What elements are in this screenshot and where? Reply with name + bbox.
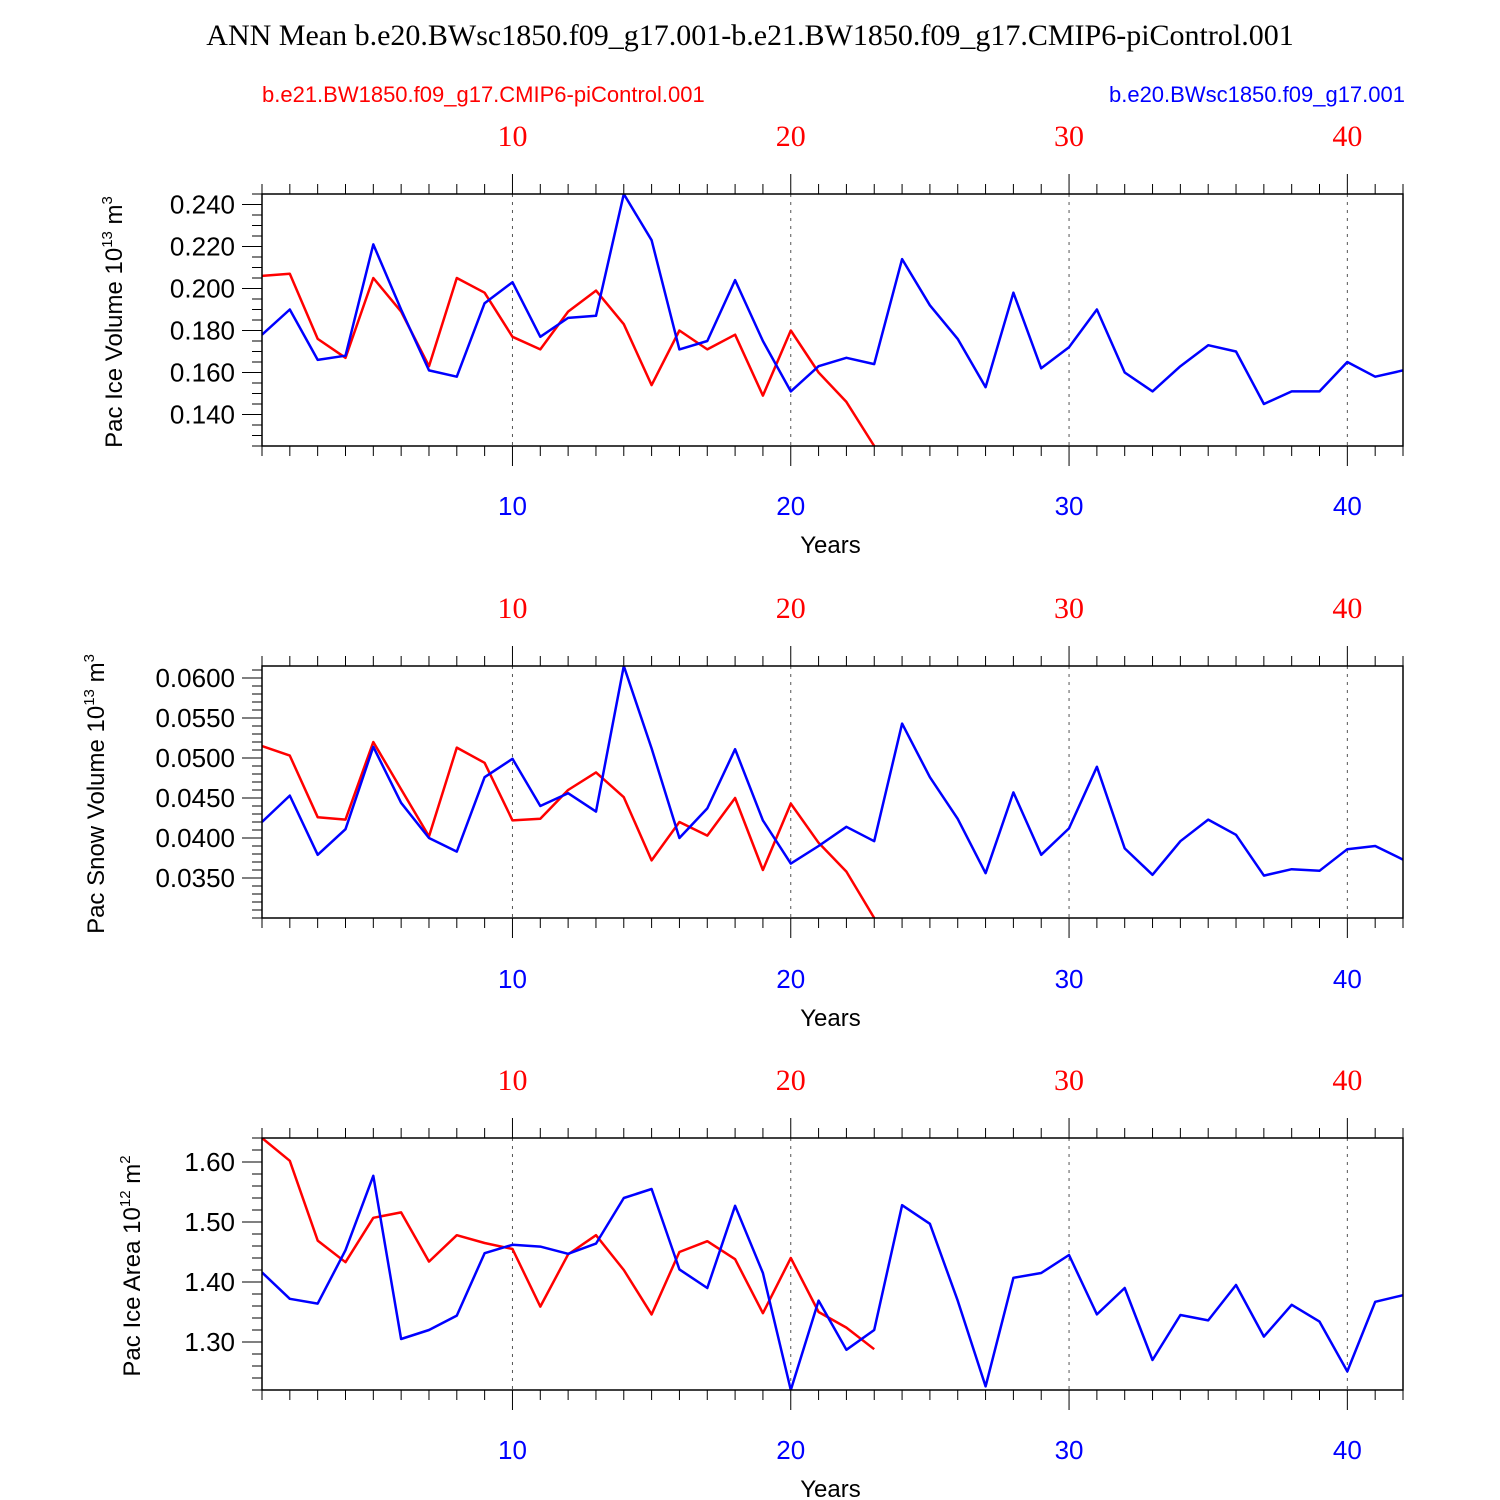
x-tick-label-top: 30	[1054, 120, 1084, 153]
series-line-bwsc1850	[262, 666, 1403, 877]
series-line-picontrol	[262, 740, 876, 918]
series-line-picontrol	[262, 272, 876, 446]
series-line-picontrol	[262, 1138, 875, 1351]
series-line-bwsc1850	[262, 1174, 1403, 1390]
y-tick-label: 0.200	[170, 274, 235, 304]
x-tick-label-top: 10	[497, 120, 527, 153]
y-tick-label: 0.0350	[155, 863, 235, 893]
chart-panel-3: 1.30 1.40 1.50 1.60 10 10 20 20 30 30 40 40 Years Pac…	[117, 1064, 1404, 1500]
x-tick-label-top: 30	[1054, 1064, 1084, 1097]
y-tick-label: 0.0450	[155, 783, 235, 813]
plot-frame	[261, 193, 1404, 447]
y-axis-label-main: Pac Ice Area 10	[119, 1207, 146, 1376]
y-tick-label: 0.0600	[155, 663, 235, 693]
x-tick-label-bottom: 30	[1055, 491, 1084, 521]
x-tick-label-bottom: 10	[498, 491, 527, 521]
x-tick-label-bottom: 40	[1333, 964, 1362, 994]
y-tick-label: 0.240	[170, 190, 235, 220]
x-tick-label-top: 20	[776, 1064, 806, 1097]
y-tick-label: 1.50	[184, 1207, 235, 1237]
x-axis-label: Years	[800, 532, 861, 559]
x-axis-label: Years	[800, 1005, 861, 1032]
x-tick-label-top: 30	[1054, 592, 1084, 625]
y-axis-label-unit: m	[119, 1164, 146, 1191]
x-tick-label-top: 40	[1332, 1064, 1362, 1097]
y-tick-label: 0.0400	[155, 823, 235, 853]
x-tick-label-top: 40	[1332, 120, 1362, 153]
y-axis-label-unit-exponent: 3	[81, 654, 98, 662]
x-tick-label-top: 10	[497, 592, 527, 625]
figure-title: ANN Mean b.e20.BWsc1850.f09_g17.001-b.e2…	[206, 19, 1293, 52]
legend-right-case: b.e20.BWsc1850.f09_g17.001	[1109, 82, 1405, 107]
x-tick-label-bottom: 20	[776, 1435, 805, 1465]
x-tick-label-bottom: 30	[1055, 1435, 1084, 1465]
x-tick-label-bottom: 30	[1055, 964, 1084, 994]
y-axis-label-exponent: 13	[99, 231, 116, 248]
x-tick-label-top: 40	[1332, 592, 1362, 625]
legend-left-case: b.e21.BW1850.f09_g17.CMIP6-piControl.001	[262, 82, 705, 107]
y-axis-label-exponent: 12	[117, 1190, 134, 1207]
y-tick-label: 1.40	[184, 1267, 235, 1297]
y-axis-label-unit: m	[83, 662, 110, 689]
x-tick-label-top: 10	[497, 1064, 527, 1097]
chart-panel-2: 0.0350 0.0400 0.0450 0.0500 0.0550 0.0600 10 10…	[81, 592, 1404, 1032]
y-axis-label-unit-exponent: 3	[99, 196, 116, 204]
y-axis-label: Pac Ice Volume 1013 m3	[99, 196, 128, 448]
x-tick-label-bottom: 10	[498, 964, 527, 994]
y-tick-label: 0.0500	[155, 743, 235, 773]
y-axis-label-unit-exponent: 2	[117, 1155, 134, 1163]
y-axis-label: Pac Ice Area 1012 m2	[117, 1155, 146, 1376]
y-tick-label: 0.0550	[155, 703, 235, 733]
y-axis-label: Pac Snow Volume 1013 m3	[81, 654, 110, 934]
y-tick-label: 0.140	[170, 400, 235, 430]
x-tick-label-bottom: 20	[776, 964, 805, 994]
y-tick-label: 1.60	[184, 1147, 235, 1177]
x-tick-label-top: 20	[776, 120, 806, 153]
y-tick-label: 1.30	[184, 1327, 235, 1357]
y-tick-label: 0.180	[170, 316, 235, 346]
y-axis-label-unit: m	[101, 204, 128, 231]
x-tick-label-bottom: 40	[1333, 1435, 1362, 1465]
x-tick-label-bottom: 10	[498, 1435, 527, 1465]
x-tick-label-bottom: 20	[776, 491, 805, 521]
plot-frame	[261, 665, 1404, 919]
y-axis-label-exponent: 13	[81, 689, 98, 706]
x-tick-label-top: 20	[776, 592, 806, 625]
plot-frame	[261, 1137, 1404, 1391]
series-line-bwsc1850	[262, 194, 1403, 406]
y-tick-label: 0.220	[170, 232, 235, 262]
y-axis-label-main: Pac Snow Volume 10	[83, 706, 110, 934]
y-tick-label: 0.160	[170, 358, 235, 388]
y-axis-label-main: Pac Ice Volume 10	[101, 248, 128, 448]
chart-panel-1: 0.140 0.160 0.180 0.200 0.220 0.240 10 10 20 20 30…	[99, 120, 1404, 559]
x-axis-label: Years	[800, 1476, 861, 1500]
x-tick-label-bottom: 40	[1333, 491, 1362, 521]
